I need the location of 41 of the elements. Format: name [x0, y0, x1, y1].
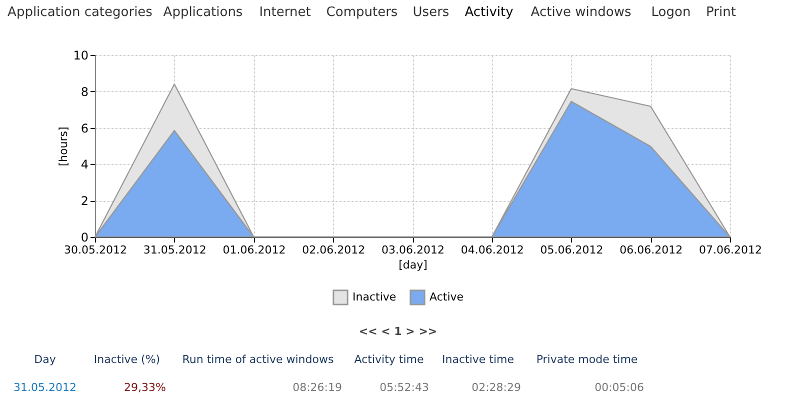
text: 31.05.2012 — [14, 381, 76, 394]
text: Print — [706, 5, 736, 20]
text: 08:26:19 — [292, 381, 342, 394]
x-tick-label: 01.06.2012 — [222, 244, 286, 256]
y-tick-label: 6 — [80, 121, 88, 136]
text: Computers — [326, 5, 398, 20]
y-tick-label: 4 — [80, 158, 88, 172]
text: Day — [34, 353, 56, 366]
text: << < 1 > >> — [358, 325, 438, 338]
text: 00:05:06 — [594, 381, 644, 394]
x-tick-label: 03.06.2012 — [382, 244, 444, 256]
text: Users — [412, 5, 450, 20]
y-axis-title: [hours] — [57, 126, 70, 166]
y-tick-label: 2 — [80, 194, 88, 208]
text: Applications — [163, 5, 243, 20]
legend-label: Inactive — [352, 290, 396, 304]
text: 02:28:29 — [472, 381, 521, 394]
text: 05:52:43 — [380, 381, 429, 394]
text: Activity time — [354, 353, 424, 366]
y-tick-label: 10 — [73, 48, 88, 62]
x-tick-label: 06.06.2012 — [620, 244, 683, 256]
text: 29,33% — [124, 381, 166, 394]
legend-label: Active — [430, 290, 464, 304]
x-tick-label: 05.06.2012 — [540, 244, 604, 256]
text: Run time of active windows — [182, 353, 334, 366]
x-tick-label: 30.05.2012 — [64, 244, 127, 256]
x-tick-label: 02.06.2012 — [302, 244, 366, 256]
text: Activity — [464, 5, 514, 20]
text: Application categories — [8, 5, 153, 20]
text: Internet — [259, 5, 311, 20]
x-tick-label: 04.06.2012 — [460, 244, 524, 256]
text: Inactive time — [442, 353, 514, 366]
x-tick-label: 31.05.2012 — [143, 244, 206, 256]
y-tick-label: 8 — [80, 84, 88, 99]
text: Inactive (%) — [94, 353, 160, 366]
y-tick-label: 0 — [80, 230, 88, 244]
x-tick-label: 07.06.2012 — [699, 244, 762, 256]
text: Logon — [651, 5, 691, 20]
x-axis-title: [day] — [398, 258, 428, 272]
text: Active windows — [530, 5, 632, 20]
text: Private mode time — [536, 353, 638, 366]
